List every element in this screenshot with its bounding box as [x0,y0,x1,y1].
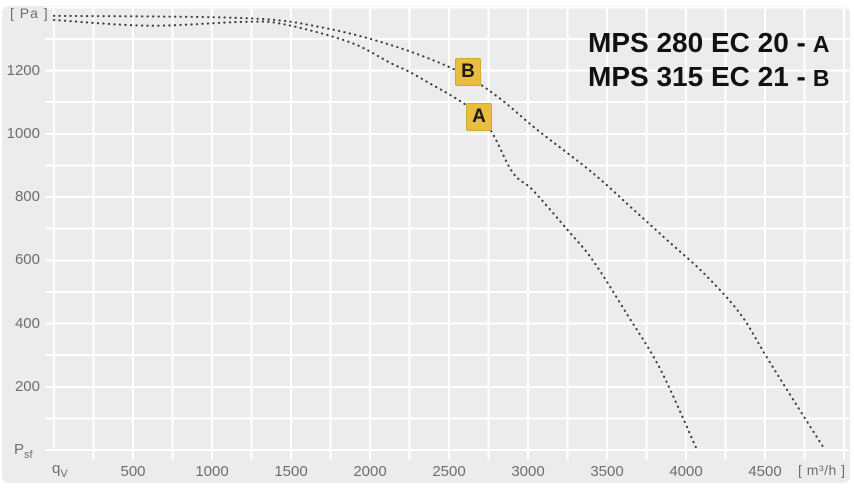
x-tick-label-500: 500 [120,463,146,480]
y-tick-label-1000: 1000 [6,124,40,142]
pressure-symbol-subscript: sf [24,449,33,461]
curve-label-badge-b: B [455,58,481,86]
pressure-axis-origin-label: Psf [14,441,33,461]
curve-label-badge-a: A [466,103,492,131]
flow-symbol: q [52,460,61,477]
x-tick-label-2000: 2000 [353,463,387,480]
y-tick-label-600: 600 [14,251,40,269]
flow-symbol-subscript: V [60,468,68,480]
legend-row-b: MPS 315 EC 21 -B [588,60,830,94]
legend-model-b: MPS 315 EC 21 - [588,61,806,92]
legend-letter-b: B [812,65,830,91]
y-tick-label-1200: 1200 [6,61,40,79]
legend-letter-a: A [812,31,830,57]
legend-row-a: MPS 280 EC 20 -A [588,26,830,60]
fan-curve-b [52,14,827,452]
y-tick-label-800: 800 [14,188,40,206]
legend-model-a: MPS 280 EC 20 - [588,27,806,58]
x-tick-label-4000: 4000 [669,463,703,480]
pressure-symbol: P [14,441,25,458]
x-tick-label-3000: 3000 [511,463,545,480]
x-tick-label-4500: 4500 [748,463,782,480]
x-tick-label-3500: 3500 [590,463,624,480]
chart-panel [2,6,850,483]
x-tick-label-1000: 1000 [195,463,229,480]
x-tick-label-1500: 1500 [274,463,308,480]
y-tick-label-400: 400 [14,314,40,332]
flow-unit-label: [ m³/h ] [798,462,846,478]
legend: MPS 280 EC 20 -A MPS 315 EC 21 -B [588,26,830,94]
x-tick-label-2500: 2500 [432,463,466,480]
flow-axis-origin-label: qV [52,460,68,480]
y-tick-label-200: 200 [14,377,40,395]
pressure-unit-label: [ Pa ] [10,5,49,21]
